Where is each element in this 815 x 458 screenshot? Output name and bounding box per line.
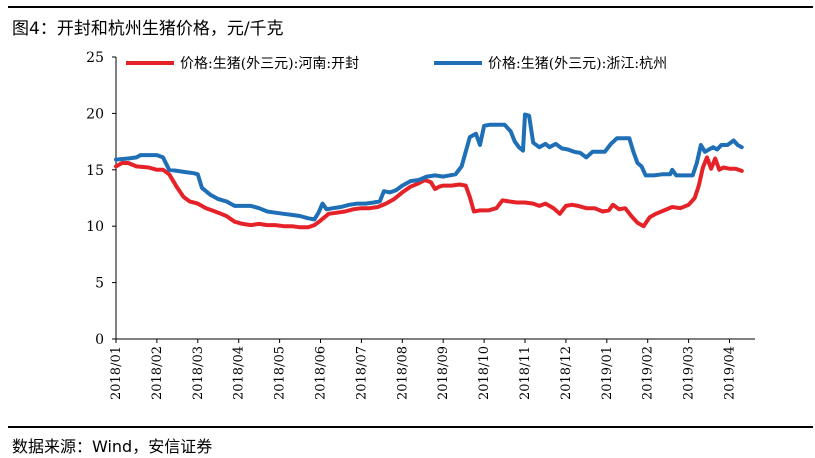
x-tick-label: 2018/07 [354,346,369,400]
top-rule [8,6,813,8]
x-tick-label: 2019/01 [600,346,615,400]
legend-label-2: 价格:生猪(外三元):浙江:杭州 [488,56,667,72]
y-tick-label: 10 [86,219,104,235]
series-layer [114,112,744,230]
series-line-1 [114,155,744,230]
source-note: 数据来源：Wind，安信证券 [12,437,213,456]
series-line-2 [114,112,744,222]
chart-legend: 价格:生猪(外三元):河南:开封 价格:生猪(外三元):浙江:杭州 [126,56,667,72]
bottom-rule [8,426,813,428]
x-tick-label: 2018/10 [477,346,492,400]
legend-label-1: 价格:生猪(外三元):河南:开封 [180,56,359,72]
x-tick-label: 2018/12 [559,346,574,400]
chart-axes: 0 5 10 15 20 25 2018/01 2018/02 2018/03 2018/04 20… [86,50,755,400]
y-tick-label: 25 [86,50,104,66]
x-tick-label: 2018/04 [232,346,247,400]
x-tick-label: 2018/05 [273,346,288,400]
y-tick-label: 15 [86,163,104,179]
figure-title: 图4：开封和杭州生猪价格，元/千克 [12,19,284,39]
x-tick-label: 2018/02 [150,346,165,400]
y-tick-label: 20 [86,106,104,122]
x-tick-label: 2018/08 [395,346,410,400]
x-tick-label: 2019/02 [641,346,656,400]
y-tick-label: 0 [95,332,104,348]
x-tick-label: 2019/04 [723,346,738,400]
x-tick-label: 2019/03 [682,346,697,400]
y-tick-label: 5 [95,276,104,292]
x-tick-label: 2018/01 [109,346,124,400]
x-tick-label: 2018/03 [191,346,206,400]
x-tick-label: 2018/11 [518,346,533,400]
x-tick-label: 2018/06 [314,346,329,400]
x-tick-label: 2018/09 [436,346,451,400]
